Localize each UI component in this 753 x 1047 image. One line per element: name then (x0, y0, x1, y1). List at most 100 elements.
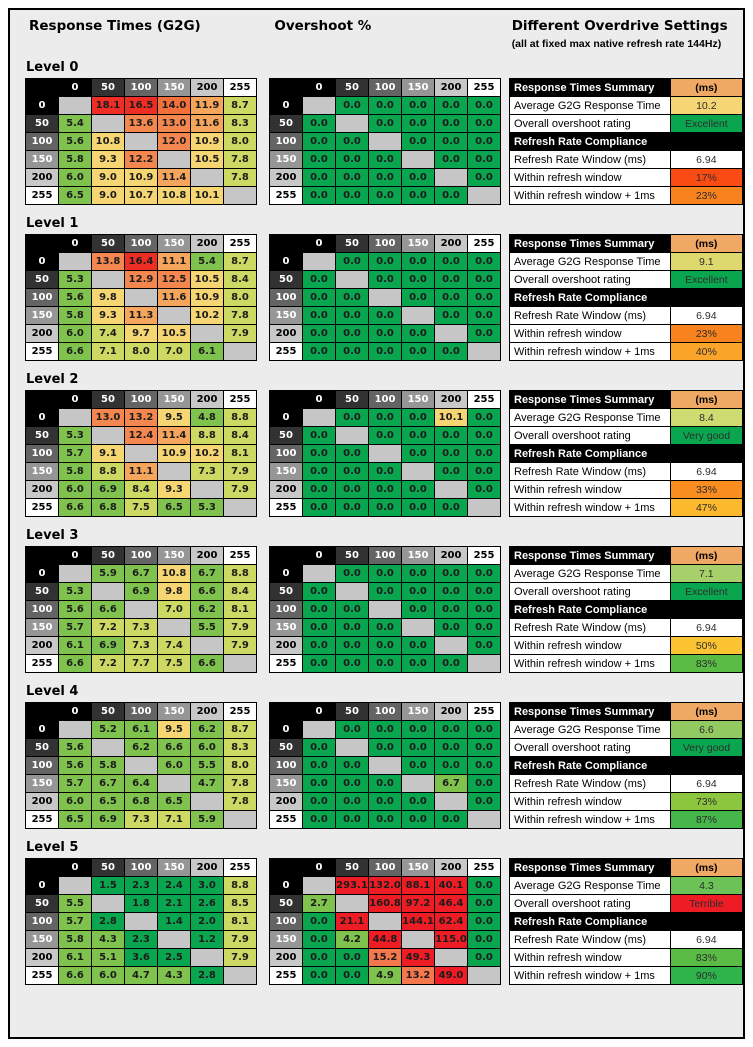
overshoot-cell: 0.0 (302, 966, 336, 985)
overshoot-cell (335, 426, 369, 445)
response-cell: 6.5 (58, 186, 92, 205)
response-cell: 7.7 (124, 654, 158, 673)
overshoot-cell: 0.0 (467, 306, 501, 325)
overshoot-cell: 0.0 (302, 654, 336, 673)
axis-header-cell: 0 (58, 234, 92, 253)
response-cell: 10.9 (124, 168, 158, 187)
overshoot-cell: 0.0 (335, 444, 369, 463)
axis-row-header-cell: 150 (269, 774, 303, 793)
response-cell (190, 168, 224, 187)
response-matrix: 0 50 100 150 200 255 0 5.2 6.1 9.5 6.2 8.7 50 5.6 6.2 6… (25, 702, 257, 829)
response-matrix: 0 50 100 150 200 255 0 18.1 16.5 14.0 11.9 8.7 50 5.4… (25, 78, 257, 205)
overshoot-cell: 0.0 (302, 498, 336, 517)
overshoot-cell: 160.8 (368, 894, 402, 913)
overshoot-rating-label: Overall overshoot rating (509, 426, 671, 445)
response-cell: 9.8 (157, 582, 191, 601)
overshoot-cell: 0.0 (302, 288, 336, 307)
refresh-window-value: 6.94 (669, 930, 743, 949)
avg-response-time-label: Average G2G Response Time (509, 564, 671, 583)
overshoot-cell: 0.0 (467, 462, 501, 481)
matrix-row: 200 6.0 6.5 6.8 6.5 7.8 (25, 792, 257, 811)
response-cell: 5.6 (58, 756, 92, 775)
response-cell: 5.8 (58, 930, 92, 949)
axis-row-header-cell: 255 (269, 654, 303, 673)
axis-header-cell: 255 (467, 390, 501, 409)
axis-row-header-cell: 0 (269, 96, 303, 115)
matrix-row: 0 5.2 6.1 9.5 6.2 8.7 (25, 720, 257, 739)
matrix-row: 200 6.1 5.1 3.6 2.5 7.9 (25, 948, 257, 967)
overshoot-cell: 0.0 (335, 618, 369, 637)
matrix-row: 100 5.7 2.8 1.4 2.0 8.1 (25, 912, 257, 931)
axis-header-cell: 255 (467, 78, 501, 97)
overshoot-cell: 0.0 (467, 168, 501, 187)
avg-response-time-row: Average G2G Response Time 8.4 (509, 408, 743, 427)
levels-container: Level 0 0 50 100 150 200 255 0 18.1 16.5 14.0 11.9 8… (25, 60, 743, 985)
response-cell: 6.9 (91, 636, 125, 655)
response-cell: 7.9 (223, 930, 257, 949)
overshoot-cell: 0.0 (302, 186, 336, 205)
summary-panel: Response Times Summary (ms) Average G2G Re… (509, 546, 743, 673)
axis-header-cell: 50 (335, 234, 369, 253)
overshoot-cell (467, 498, 501, 517)
axis-row-header-cell: 0 (269, 720, 303, 739)
axis-header-cell: 100 (124, 858, 158, 877)
overshoot-matrix: 0 50 100 150 200 255 0 0.0 0.0 0.0 0.0 0.0 50 0.0 0.0 0… (269, 234, 501, 361)
overshoot-cell: 0.0 (302, 444, 336, 463)
response-cell (58, 96, 92, 115)
response-cell: 5.2 (91, 720, 125, 739)
level-block: Level 1 0 50 100 150 200 255 0 13.8 16.4 11.1 5.4 8.… (25, 216, 743, 361)
overshoot-cell: 97.2 (401, 894, 435, 913)
overshoot-cell: 0.0 (401, 738, 435, 757)
response-cell: 6.1 (58, 636, 92, 655)
overshoot-rating-label: Overall overshoot rating (509, 582, 671, 601)
response-cell (190, 480, 224, 499)
response-cell: 6.6 (58, 342, 92, 361)
response-cell: 13.0 (157, 114, 191, 133)
overshoot-cell: 40.1 (434, 876, 468, 895)
response-cell: 1.8 (124, 894, 158, 913)
overshoot-rating-value: Excellent (669, 582, 743, 601)
overshoot-cell: 0.0 (302, 426, 336, 445)
response-cell (190, 948, 224, 967)
response-cell: 5.8 (58, 150, 92, 169)
response-cell: 9.3 (91, 306, 125, 325)
ms-unit-header: (ms) (669, 234, 743, 253)
matrix-row: 255 6.6 7.1 8.0 7.0 6.1 (25, 342, 257, 361)
overshoot-cell: 0.0 (302, 114, 336, 133)
response-cell (157, 306, 191, 325)
overshoot-cell: 0.0 (434, 426, 468, 445)
response-cell: 14.0 (157, 96, 191, 115)
axis-header-cell: 150 (401, 390, 435, 409)
overshoot-cell: 0.0 (368, 270, 402, 289)
matrix-row: 200 6.1 6.9 7.3 7.4 7.9 (25, 636, 257, 655)
overshoot-cell: 0.0 (335, 966, 369, 985)
overshoot-cell: 0.0 (467, 618, 501, 637)
axis-header-cell: 200 (190, 546, 224, 565)
response-cell: 6.6 (58, 966, 92, 985)
overshoot-cell: 0.0 (401, 654, 435, 673)
response-cell: 2.3 (124, 876, 158, 895)
matrix-corner-cell (25, 234, 59, 253)
within-window-1ms-row: Within refresh window + 1ms 47% (509, 498, 743, 517)
overshoot-cell (335, 114, 369, 133)
axis-header-cell: 255 (223, 858, 257, 877)
overshoot-rating-row: Overall overshoot rating Terrible (509, 894, 743, 913)
overshoot-cell (434, 480, 468, 499)
response-summary-header: Response Times Summary (509, 78, 671, 97)
overshoot-cell: 0.0 (434, 462, 468, 481)
response-cell: 12.0 (157, 132, 191, 151)
overshoot-cell: 0.0 (401, 408, 435, 427)
axis-header-cell: 0 (58, 78, 92, 97)
overshoot-cell: 0.0 (302, 150, 336, 169)
response-cell: 9.8 (91, 288, 125, 307)
axis-header-cell: 100 (124, 234, 158, 253)
response-cell (91, 894, 125, 913)
overshoot-cell: 0.0 (302, 636, 336, 655)
matrix-row: 200 0.0 0.0 0.0 0.0 0.0 (269, 480, 501, 499)
axis-header-cell: 200 (190, 234, 224, 253)
overshoot-cell: 0.0 (302, 792, 336, 811)
overshoot-rating-value: Excellent (669, 114, 743, 133)
response-cell (157, 618, 191, 637)
response-cell: 8.0 (124, 342, 158, 361)
overshoot-cell: 0.0 (467, 96, 501, 115)
